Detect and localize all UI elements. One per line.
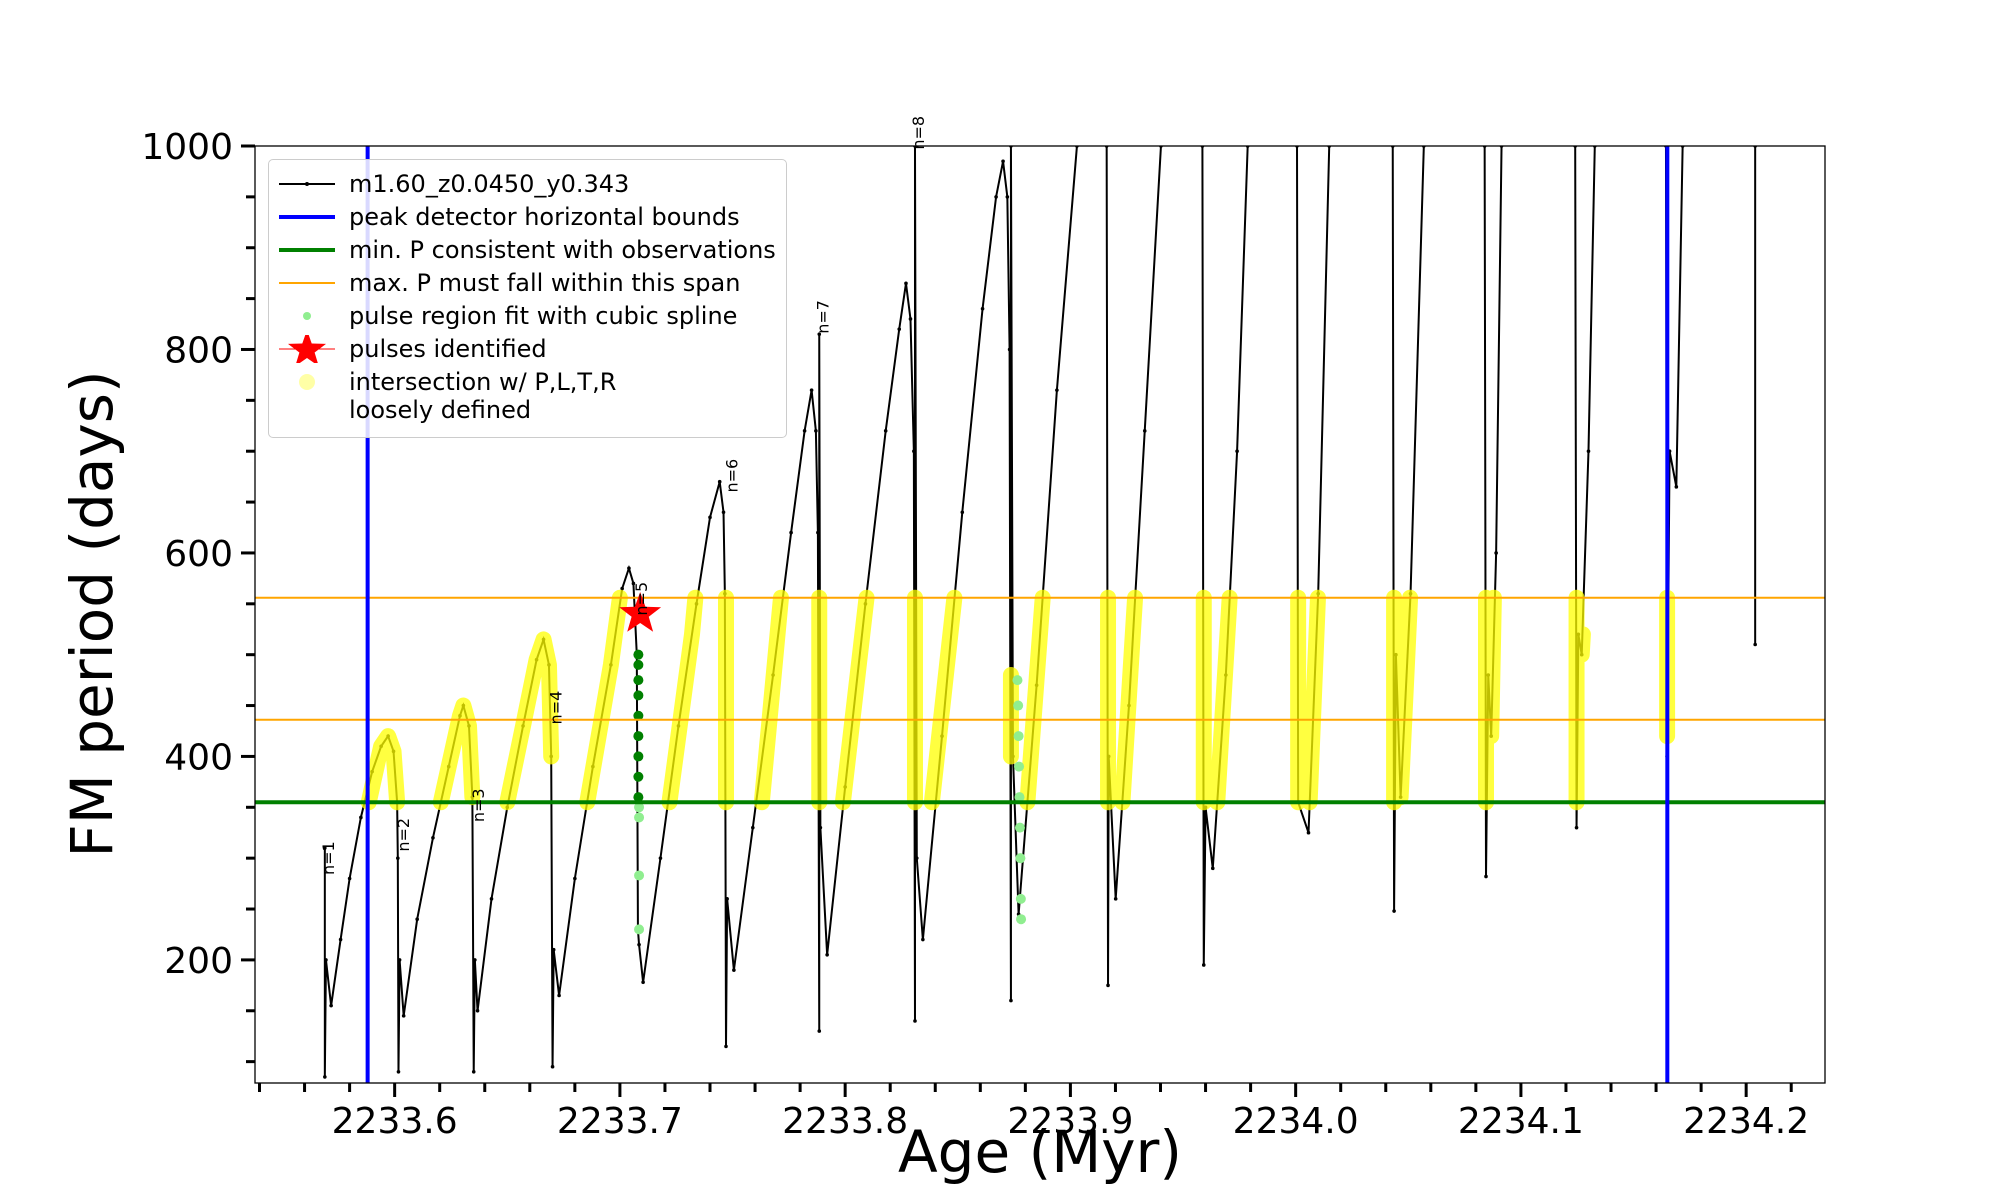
scatter-point — [1014, 822, 1025, 833]
legend-handle — [279, 248, 335, 252]
y-tick-label: 800 — [164, 330, 233, 371]
scatter-point — [634, 924, 645, 935]
scatter-point — [633, 675, 644, 686]
legend-swatch — [303, 312, 311, 320]
annotation: n=1 — [319, 841, 338, 875]
annotation: n=7 — [813, 300, 832, 334]
legend-entry: min. P consistent with observations — [277, 236, 776, 264]
legend-handle — [299, 374, 315, 390]
legend-label: min. P consistent with observations — [349, 236, 776, 264]
x-tick-label: 2233.6 — [332, 1101, 458, 1142]
legend-label: m1.60_z0.0450_y0.343 — [349, 170, 630, 198]
x-tick-label: 2234.0 — [1233, 1101, 1359, 1142]
x-tick-label: 2233.7 — [557, 1101, 683, 1142]
legend-swatch — [305, 182, 309, 186]
legend-entry: pulses identified — [277, 335, 776, 363]
axes: 2233.6 2233.7 2233.8 2233.9 2234.0 2234.1 2234… — [141, 116, 1826, 1142]
legend-swatch — [287, 335, 327, 363]
scatter-point — [633, 649, 644, 660]
scatter-point — [1013, 731, 1024, 742]
annotation: n=2 — [394, 818, 413, 852]
x-tick-label: 2234.2 — [1683, 1101, 1809, 1142]
annotation: n=3 — [469, 788, 488, 822]
pulse-star — [619, 591, 662, 632]
plot-area — [255, 146, 1825, 1083]
y-tick-label: 200 — [164, 941, 233, 982]
scatter-point — [1012, 675, 1023, 686]
scatter-point — [634, 870, 645, 881]
scatter-point — [1014, 761, 1025, 772]
legend-label: pulses identified — [349, 335, 547, 363]
x-tick-label: 2234.1 — [1458, 1101, 1584, 1142]
scatter-point — [1015, 893, 1026, 904]
scatter-point — [634, 802, 645, 813]
y-tick-label: 400 — [164, 737, 233, 778]
legend-handle — [279, 282, 335, 284]
y-axis-label: FM period (days) — [58, 370, 126, 857]
scatter-point — [1015, 853, 1026, 864]
legend-handle — [279, 215, 335, 219]
legend-handle — [279, 182, 335, 186]
plot-frame — [254, 145, 1826, 1084]
legend-handle — [279, 335, 335, 363]
legend-entry: peak detector horizontal bounds — [277, 203, 776, 231]
x-tick-label: 2233.9 — [1007, 1101, 1133, 1142]
annotation: n=6 — [723, 459, 742, 493]
scatter-point — [633, 659, 644, 670]
scatter-point — [633, 690, 644, 701]
intersection-band — [360, 589, 1676, 811]
scatter-point — [633, 771, 644, 782]
legend-entry: pulse region fit with cubic spline — [277, 302, 776, 330]
scatter-point — [634, 812, 645, 823]
x-tick-label: 2233.8 — [782, 1101, 908, 1142]
y-tick-label: 1000 — [141, 127, 233, 168]
legend-entry: m1.60_z0.0450_y0.343 — [277, 170, 776, 198]
legend-label: pulse region fit with cubic spline — [349, 302, 738, 330]
scatter-point — [1013, 700, 1024, 711]
scatter-point — [1014, 792, 1025, 803]
legend-handle — [303, 312, 311, 320]
annotation: n=8 — [909, 116, 928, 150]
legend-swatch — [299, 374, 315, 390]
scatter-point — [633, 710, 644, 721]
legend-label: peak detector horizontal bounds — [349, 203, 740, 231]
legend-entry: max. P must fall within this span — [277, 269, 776, 297]
scatter-point — [1016, 914, 1027, 925]
x-axis-label: Age (Myr) — [898, 1118, 1182, 1186]
annotation: n=5 — [632, 582, 651, 616]
y-tick-label: 600 — [164, 534, 233, 575]
scatter-point — [633, 751, 644, 762]
legend-entry: intersection w/ P,L,T,R loosely defined — [277, 368, 776, 424]
scatter-point — [633, 731, 644, 742]
annotation: n=4 — [547, 691, 566, 725]
scatter-point — [633, 792, 644, 803]
legend-label: max. P must fall within this span — [349, 269, 741, 297]
legend-label: intersection w/ P,L,T,R loosely defined — [349, 368, 617, 424]
